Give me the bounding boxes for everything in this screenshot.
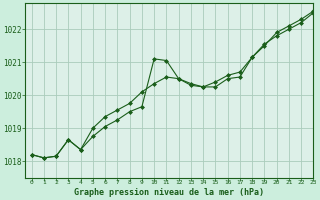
X-axis label: Graphe pression niveau de la mer (hPa): Graphe pression niveau de la mer (hPa) (75, 188, 264, 197)
